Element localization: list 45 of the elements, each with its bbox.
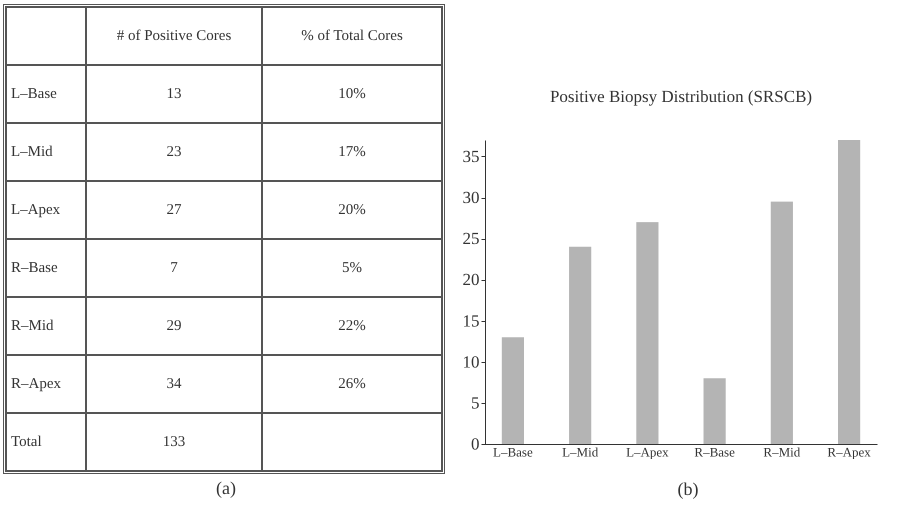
data-label: 13 xyxy=(86,65,262,123)
category-label: R–Apex xyxy=(6,355,86,413)
x-tick-label: L–Mid xyxy=(562,444,599,460)
x-tick-label: R–Base xyxy=(694,444,736,460)
x-tick-label: L–Apex xyxy=(626,444,670,460)
category-label: L–Base xyxy=(6,65,86,123)
bar xyxy=(770,202,793,444)
y-tick-label: 30 xyxy=(462,188,480,208)
bar xyxy=(636,222,658,444)
category-label: Total xyxy=(6,413,86,471)
data-label: 26% xyxy=(262,355,442,413)
text: (a) xyxy=(215,478,237,499)
x-tick-label: R–Mid xyxy=(763,444,801,460)
y-tick-label: 0 xyxy=(471,434,480,454)
x-tick-label: R–Apex xyxy=(827,444,872,460)
category-label: L–Mid xyxy=(6,123,86,181)
data-label: 7 xyxy=(86,239,262,297)
bar xyxy=(838,140,860,444)
bar xyxy=(502,337,524,444)
data-label: 29 xyxy=(86,297,262,355)
data-label: 10% xyxy=(262,65,442,123)
text: (b) xyxy=(676,479,700,500)
y-tick-label: 15 xyxy=(462,311,480,330)
data-label: 20% xyxy=(262,181,442,239)
data-label: 17% xyxy=(262,123,442,181)
y-tick-label: 25 xyxy=(462,229,480,248)
bar xyxy=(704,378,726,444)
data-label: 5% xyxy=(262,239,442,297)
category-label: R–Mid xyxy=(6,297,86,355)
bar xyxy=(569,246,592,444)
y-tick-label: 10 xyxy=(462,352,480,372)
y-tick-label: 35 xyxy=(462,146,480,166)
data-label: 27 xyxy=(86,181,262,239)
category-label: R–Base xyxy=(6,239,86,297)
y-tick-label: 5 xyxy=(471,393,480,412)
text: # of Positive Cores xyxy=(86,7,262,65)
data-label: 23 xyxy=(86,123,262,181)
data-label: 34 xyxy=(86,355,262,413)
y-tick-label: 20 xyxy=(462,270,480,290)
chart-title: Positive Biopsy Distribution (SRSCB) xyxy=(550,87,812,106)
text: % of Total Cores xyxy=(262,7,442,65)
x-tick-label: L–Base xyxy=(493,444,533,460)
data-label: 22% xyxy=(262,297,442,355)
data-label: 133 xyxy=(86,413,262,471)
category-label: L–Apex xyxy=(6,181,86,239)
